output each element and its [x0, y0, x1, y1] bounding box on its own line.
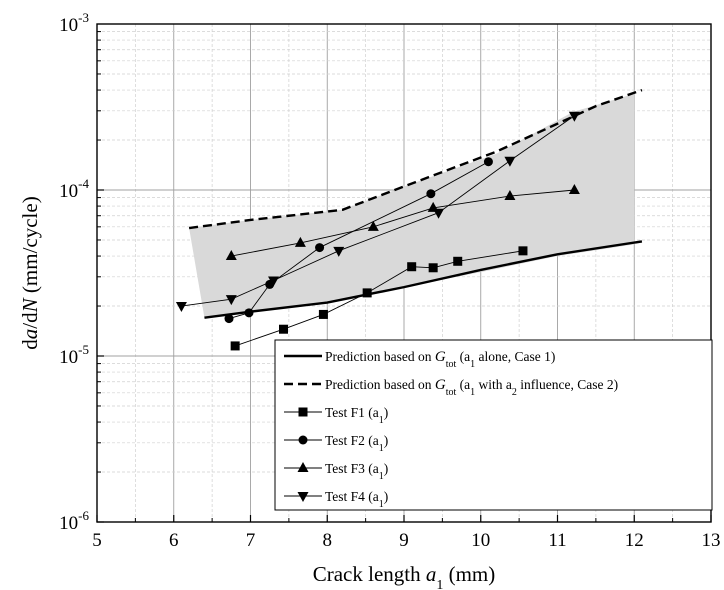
series-5-line [231, 189, 575, 257]
series-3-point [428, 263, 438, 273]
x-axis-title: Crack length a1 (mm) [313, 562, 496, 590]
legend: Prediction based on Gtot (a1 alone, Case… [274, 339, 713, 511]
x-tick-label: 11 [548, 530, 566, 551]
series-5-point [294, 236, 306, 247]
y-axis-title: da/dN (mm/cycle) [18, 196, 42, 349]
series-layer [175, 88, 643, 351]
x-tick-label: 7 [246, 530, 256, 551]
series-3-point [518, 246, 528, 256]
y-tick-labels: 10-6 10-5 10-4 10-3 [59, 10, 89, 534]
series-4-point [483, 157, 493, 167]
series-6-point [225, 295, 237, 306]
legend-label-2: Prediction based on Gtot (a1 with a2 inf… [325, 377, 618, 398]
legend-marker-5 [297, 462, 309, 472]
y-tick-label: 10-6 [59, 508, 89, 534]
legend-marker-4 [298, 435, 308, 445]
x-tick-label: 8 [323, 530, 333, 551]
series-6-point [268, 276, 280, 287]
series-3-point [453, 256, 463, 266]
x-tick-label: 10 [471, 530, 490, 551]
x-tick-label: 5 [92, 530, 102, 551]
legend-label-4: Test F2 (a1) [325, 433, 388, 454]
x-tick-label: 13 [702, 530, 721, 551]
series-4-point [244, 308, 254, 318]
prediction-band-layer [189, 93, 635, 318]
series-3-point [318, 309, 328, 319]
prediction-band [189, 93, 635, 318]
series-3-point [362, 288, 372, 298]
axis-ticks [96, 31, 712, 523]
series-6-point [433, 208, 445, 219]
y-tick-label: 10-5 [59, 342, 89, 368]
y-tick-label: 10-4 [59, 176, 89, 202]
series-4-point [426, 189, 436, 199]
legend-label-1: Prediction based on Gtot (a1 alone, Case… [325, 349, 555, 370]
legend-marker-6 [297, 492, 309, 502]
x-tick-label: 12 [625, 530, 644, 551]
legend-marker-3 [298, 407, 308, 417]
series-3-point [407, 262, 417, 272]
series-4-point [224, 314, 234, 324]
legend-label-5: Test F3 (a1) [325, 461, 388, 482]
case2-prediction-line [188, 88, 643, 230]
series-5-point [225, 250, 237, 261]
series-6-point [175, 302, 187, 313]
series-5-point [367, 220, 379, 231]
x-tick-labels: 5 6 7 8 9 10 11 12 13 [92, 530, 720, 551]
series-6-point [568, 111, 580, 122]
series-3-point [230, 341, 240, 351]
series-5-point [504, 190, 516, 201]
series-6-point [504, 156, 516, 167]
legend-label-6: Test F4 (a1) [325, 489, 388, 510]
legend-label-3: Test F1 (a1) [325, 405, 388, 426]
x-tick-label: 6 [169, 530, 179, 551]
series-4-point [315, 243, 325, 253]
x-tick-label: 9 [399, 530, 409, 551]
series-6-point [333, 246, 345, 257]
y-tick-label: 10-3 [59, 10, 89, 36]
series-5-point [568, 184, 580, 194]
series-3-point [279, 324, 289, 334]
legend-box [274, 339, 713, 511]
